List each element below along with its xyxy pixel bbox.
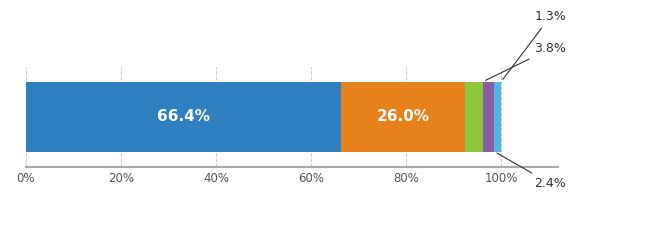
Text: 66.4%: 66.4% [157, 109, 210, 124]
Bar [341, 82, 465, 152]
Text: 1.3%: 1.3% [503, 10, 566, 79]
Text: 26.0%: 26.0% [376, 109, 430, 124]
Bar [26, 82, 341, 152]
Bar [465, 82, 483, 152]
Bar [495, 82, 500, 152]
Text: 3.8%: 3.8% [485, 42, 567, 80]
Text: 2.4%: 2.4% [497, 153, 566, 190]
Bar [483, 82, 495, 152]
